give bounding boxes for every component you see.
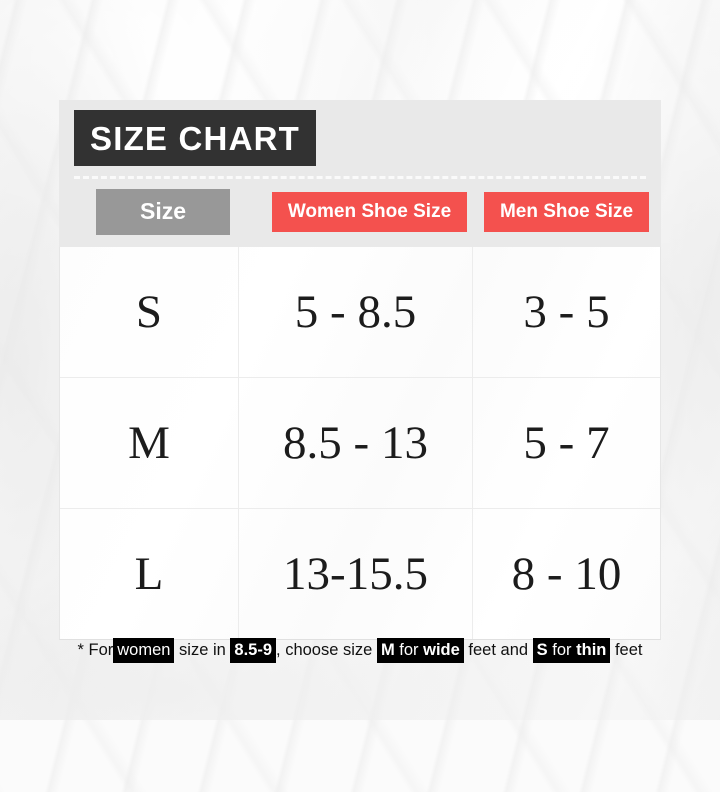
footnote-note: * For women size in 8.5-9, choose size M … — [0, 638, 720, 663]
header-cell-size: Size — [74, 189, 252, 235]
footnote-text-5: feet — [614, 641, 643, 659]
footnote-thin-label: thin — [576, 641, 607, 659]
cell-size-s: S — [135, 285, 163, 338]
header-label-women-shoe-size: Women Shoe Size — [271, 192, 468, 232]
footnote-m-for: for — [399, 641, 419, 659]
table-header-row: Size Women Shoe Size Men Shoe Size — [74, 189, 650, 235]
footnote-m-label: M — [380, 641, 395, 659]
table-row: M 8.5 - 13 5 - 7 — [60, 377, 660, 508]
dashed-divider — [74, 176, 646, 179]
footnote-text-1: For — [88, 641, 114, 659]
header-cell-men: Men Shoe Size — [483, 189, 650, 235]
page-title: SIZE CHART — [74, 110, 316, 166]
footnote-asterisk: * — [77, 641, 84, 659]
header-label-men-shoe-size: Men Shoe Size — [483, 192, 650, 232]
footnote-highlight-m-wide: M for wide — [376, 638, 464, 663]
footnote-highlight-range: 8.5-9 — [230, 638, 277, 663]
header-label-size: Size — [95, 189, 231, 235]
cell-men-l: 8 - 10 — [511, 547, 622, 600]
footnote-text-4: feet and — [468, 641, 529, 659]
footnote-text-2: size in — [179, 641, 226, 659]
header-cell-women: Women Shoe Size — [252, 189, 487, 235]
size-chart-card: SIZE CHART Size Women Shoe Size Men Shoe… — [59, 100, 661, 640]
table-row: S 5 - 8.5 3 - 5 — [60, 247, 660, 377]
cell-women-s: 5 - 8.5 — [238, 247, 473, 377]
cell-women-m: 8.5 - 13 — [238, 378, 473, 508]
cell-size-l: L — [134, 547, 164, 600]
size-table-body: S 5 - 8.5 3 - 5 M 8.5 - 13 5 - 7 L 13-15… — [59, 247, 661, 640]
footnote-s-label: S — [536, 641, 548, 659]
cell-men-s: 3 - 5 — [523, 285, 610, 338]
footnote-text-3: , choose size — [276, 641, 373, 659]
cell-women-l: 13-15.5 — [238, 509, 473, 639]
cell-men-m: 5 - 7 — [523, 416, 610, 469]
cell-size-m: M — [128, 416, 170, 469]
footnote-s-for: for — [552, 641, 572, 659]
table-row: L 13-15.5 8 - 10 — [60, 508, 660, 639]
footnote-highlight-s-thin: S for thin — [532, 638, 611, 663]
chart-header-panel: SIZE CHART Size Women Shoe Size Men Shoe… — [59, 100, 661, 247]
footnote-wide-label: wide — [423, 641, 460, 659]
footnote-highlight-women: women — [113, 638, 175, 663]
